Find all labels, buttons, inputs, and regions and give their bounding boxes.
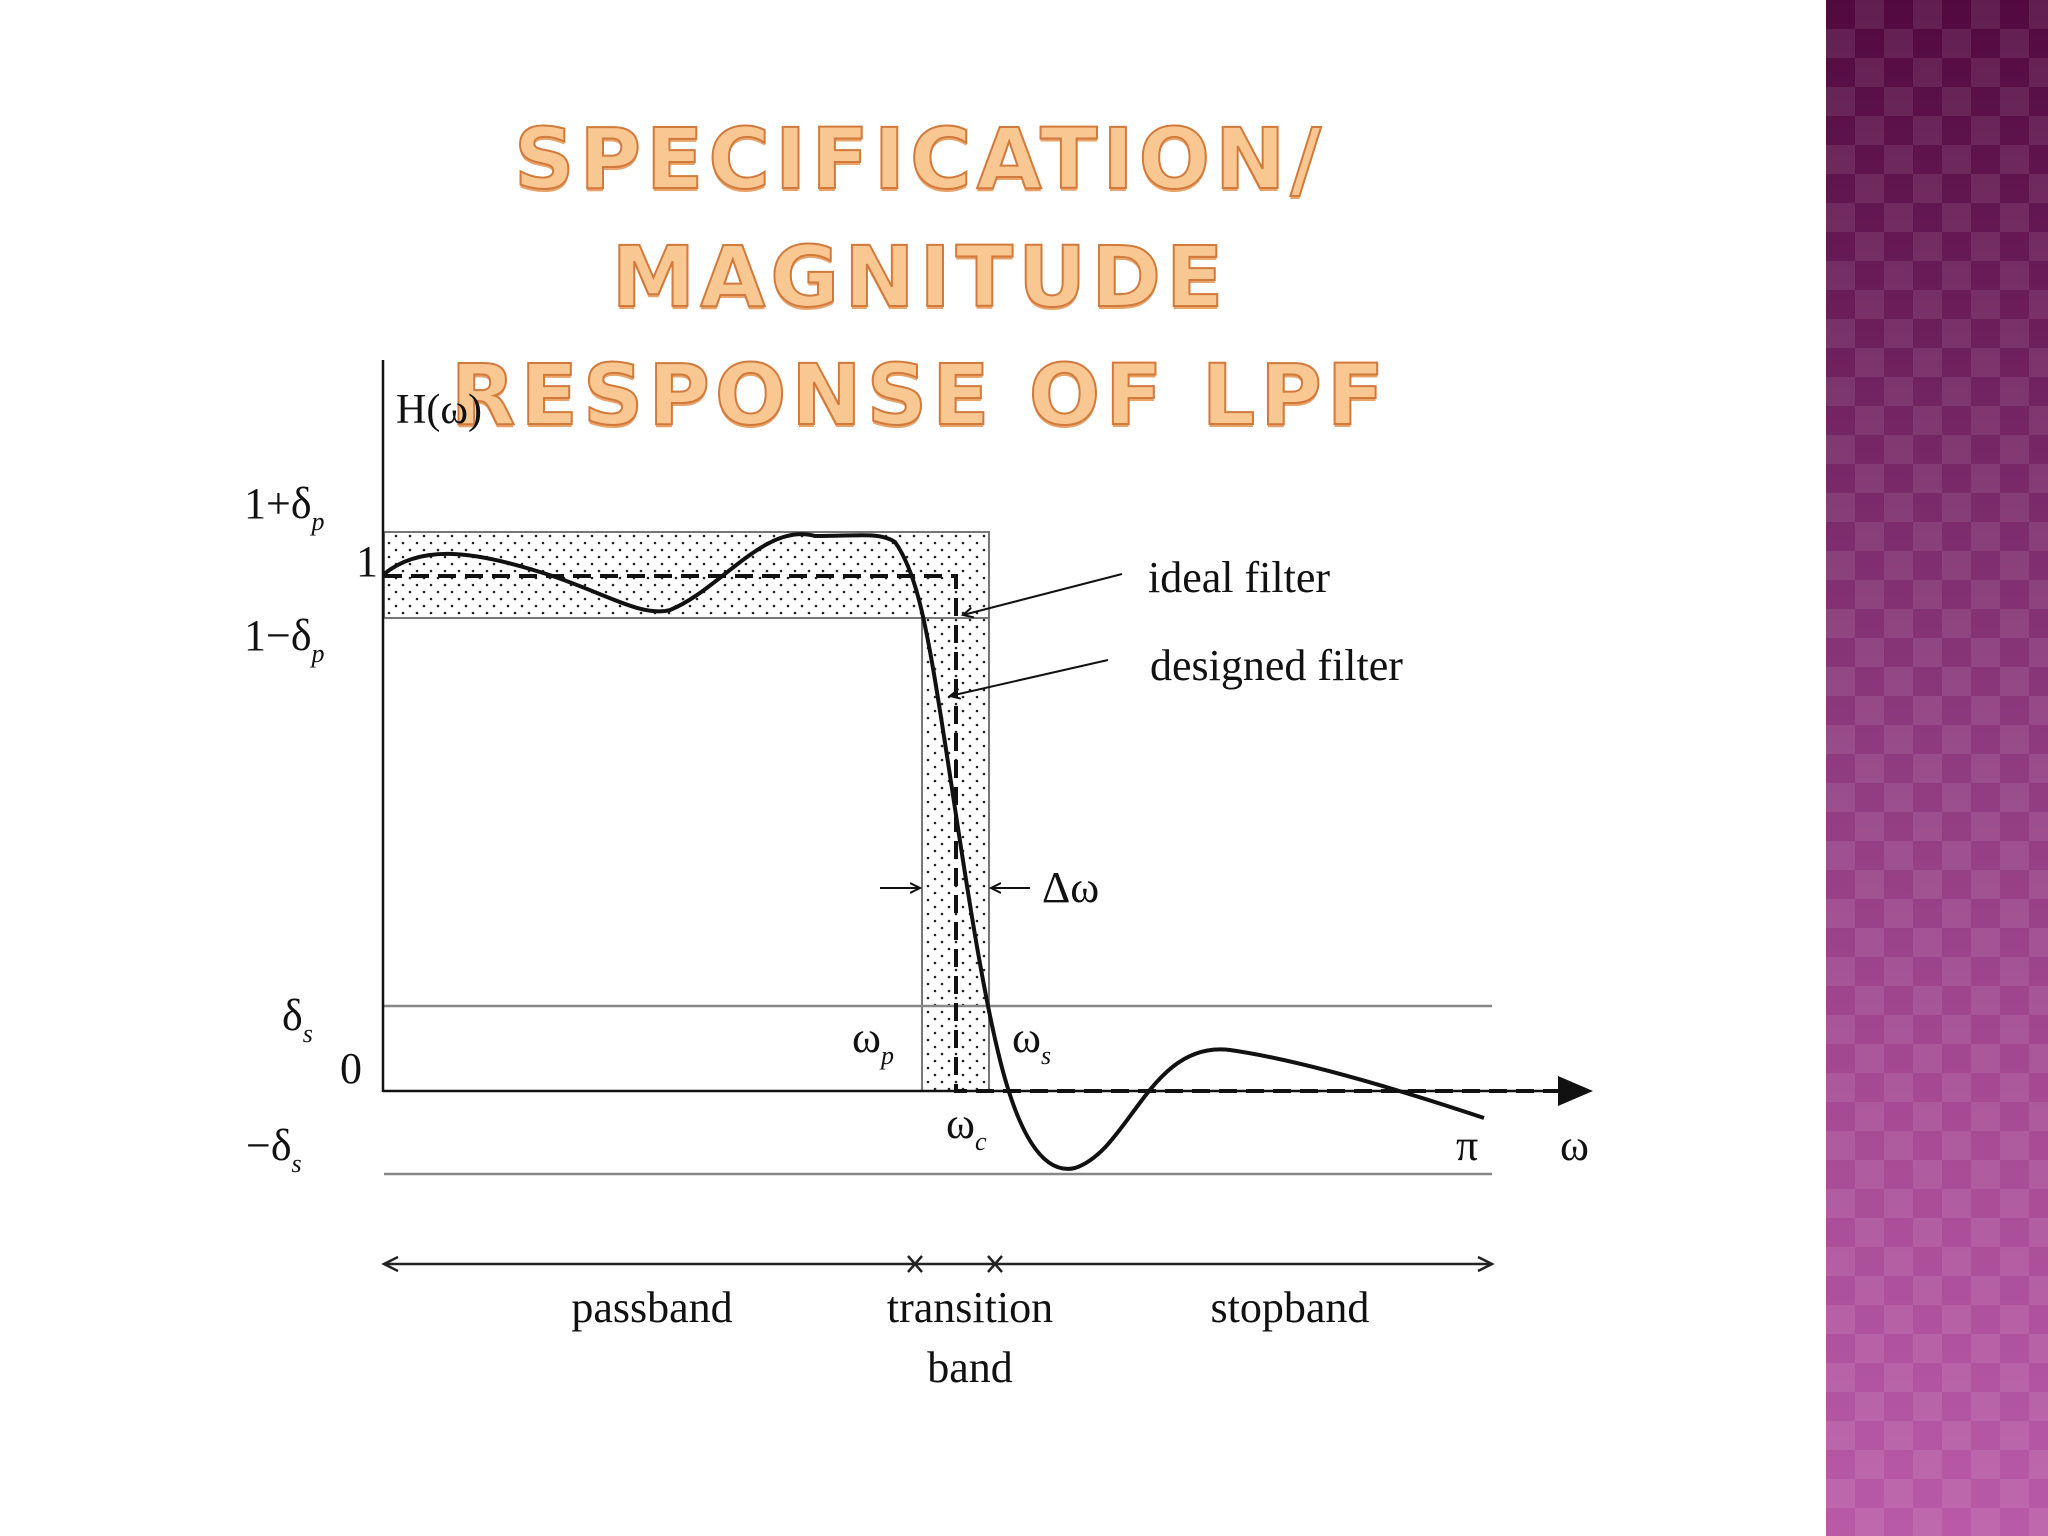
transition-left-cross — [907, 1255, 923, 1273]
ideal-filter-pointer — [963, 573, 1123, 615]
designed-filter-curve — [382, 532, 1485, 1171]
y-axis-label: H(ω) — [396, 387, 482, 433]
passband-left-arrowhead — [381, 1255, 399, 1273]
label-omega-c: ωc — [946, 1099, 987, 1156]
lpf-specification-diagram: H(ω) ω 1+δp 1 1−δp δs 0 −δs ωp ωs ωc π i… — [244, 360, 1593, 1392]
passband-label: passband — [571, 1283, 732, 1332]
stopband-label: stopband — [1211, 1283, 1370, 1332]
label-zero: 0 — [340, 1044, 362, 1093]
label-one-plus-delta-p: 1+δp — [244, 479, 325, 536]
label-omega-p: ωp — [852, 1013, 894, 1070]
label-delta-s: δs — [282, 991, 313, 1048]
label-omega-s: ωs — [1012, 1013, 1051, 1070]
transition-band-label-line1: transition — [887, 1283, 1053, 1332]
designed-filter-pointer — [950, 659, 1109, 696]
decorative-side-panel — [1826, 0, 2048, 1536]
ideal-filter-label: ideal filter — [1148, 553, 1330, 602]
transition-band-label-line2: band — [927, 1343, 1013, 1392]
label-one: 1 — [356, 537, 378, 586]
x-axis-label: ω — [1560, 1121, 1589, 1170]
slide-title: SPECIFICATION/ MAGNITUDE RESPONSE OF LPF — [220, 100, 1620, 454]
slide-title-line-1: SPECIFICATION/ MAGNITUDE — [513, 109, 1327, 327]
stopband-right-arrowhead — [1477, 1255, 1495, 1273]
label-pi: π — [1456, 1121, 1478, 1170]
slide-title-line-2: RESPONSE OF LPF — [450, 345, 1390, 445]
ideal-filter-curve — [384, 574, 1588, 1093]
diamond-pattern — [1826, 0, 2048, 1536]
delta-omega-label: Δω — [1042, 863, 1099, 912]
label-one-minus-delta-p: 1−δp — [244, 611, 325, 668]
transition-right-cross — [987, 1255, 1003, 1273]
label-minus-delta-s: −δs — [246, 1121, 302, 1178]
designed-filter-label: designed filter — [1150, 641, 1403, 690]
